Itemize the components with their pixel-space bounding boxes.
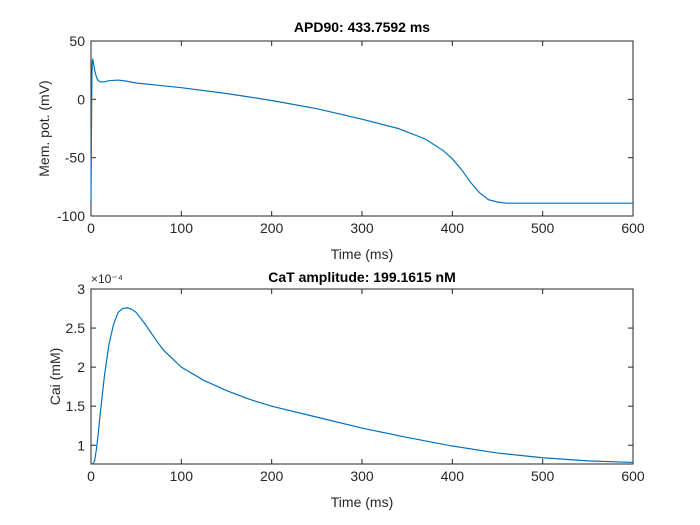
y-tick-label: 1.5 [66,398,86,414]
axes-frame [90,288,634,465]
x-tick-label: 600 [621,220,645,236]
chart-title: CaT amplitude: 199.1615 nM [268,269,456,285]
x-tick-label: 300 [350,468,374,484]
y-tick-label: 1 [77,437,85,453]
series-line [90,57,633,204]
y-tick-label: 0 [77,91,85,107]
y-tick-label: -50 [65,150,85,166]
x-tick-label: 300 [350,220,374,236]
y-axis-label: Mem. pot. (mV) [36,80,52,176]
x-tick-label: 600 [621,468,645,484]
x-ticks: 0 100 200 300 400 500 600 [87,289,645,484]
x-tick-label: 500 [531,468,555,484]
x-tick-label: 100 [170,220,194,236]
x-axis-label: Time (ms) [331,494,393,510]
y-ticks: -100 -50 0 50 [57,33,633,224]
cai-axes: CaT amplitude: 199.1615 nM ×10⁻⁴ 0 100 200… [47,269,645,510]
y-tick-label: -100 [57,208,85,224]
membrane-potential-axes: APD90: 433.7592 ms 0 100 200 300 400 500 600 -… [36,19,645,262]
y-axis-label: Cai (mM) [47,348,63,406]
x-ticks: 0 100 200 300 400 500 600 [87,41,645,236]
y-tick-label: 2.5 [66,320,86,336]
x-tick-label: 400 [441,220,465,236]
y-tick-label: 3 [77,281,85,297]
x-tick-label: 0 [87,468,95,484]
series-line [90,307,634,465]
x-tick-label: 200 [260,220,284,236]
y-tick-label: 50 [69,33,85,49]
x-axis-label: Time (ms) [331,246,393,262]
x-tick-label: 200 [260,468,284,484]
axes-frame [90,40,634,217]
x-tick-label: 500 [531,220,555,236]
y-ticks: 1 1.5 2 2.5 3 [66,281,633,453]
y-exponent-label: ×10⁻⁴ [91,272,123,286]
x-tick-label: 0 [87,220,95,236]
y-tick-label: 2 [77,359,85,375]
x-tick-label: 100 [170,468,194,484]
x-tick-label: 400 [441,468,465,484]
chart-title: APD90: 433.7592 ms [294,19,430,35]
